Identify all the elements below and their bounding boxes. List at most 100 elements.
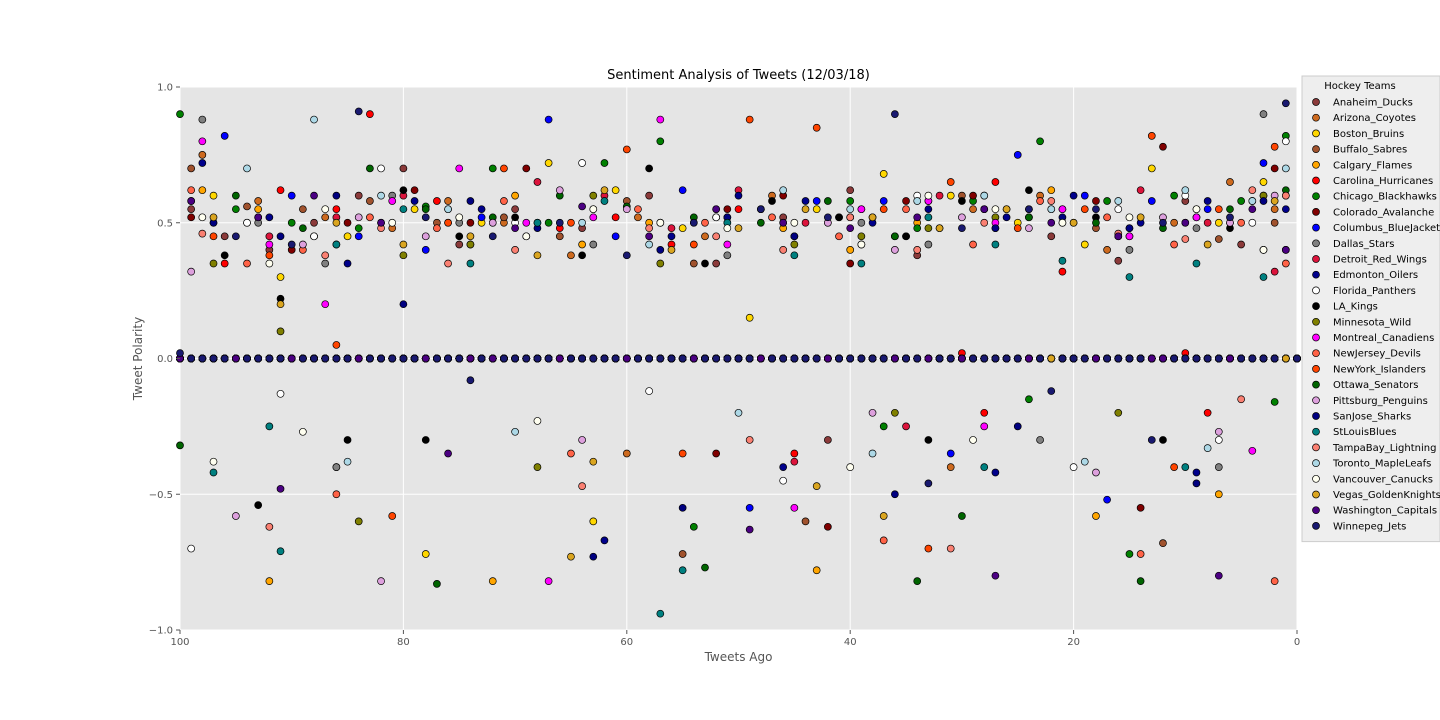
data-point	[265, 259, 274, 268]
legend-label: Winnepeg_Jets	[1333, 521, 1406, 532]
data-point	[689, 218, 698, 227]
data-point	[421, 205, 430, 214]
data-point	[299, 354, 307, 363]
data-point	[220, 354, 229, 363]
data-point	[1136, 354, 1145, 363]
data-point	[846, 259, 855, 268]
data-point	[835, 232, 843, 241]
data-point	[879, 170, 888, 178]
data-point	[287, 240, 296, 249]
data-point	[232, 191, 240, 200]
legend-item: Columbus_BlueJackets	[1312, 223, 1440, 234]
data-point	[946, 463, 955, 471]
legend-label: TampaBay_Lightning	[1332, 443, 1436, 454]
data-point	[366, 213, 374, 222]
data-point	[1147, 197, 1156, 205]
data-point	[879, 354, 888, 363]
data-point	[1248, 186, 1257, 195]
data-point	[533, 251, 542, 260]
legend-item: Dallas_Stars	[1312, 239, 1394, 250]
data-point	[723, 205, 732, 214]
data-point	[187, 354, 196, 363]
data-point	[511, 191, 519, 200]
data-point	[276, 232, 285, 241]
data-point	[835, 213, 843, 222]
data-point	[421, 354, 430, 363]
legend-item: LA_Kings	[1312, 302, 1378, 313]
data-point	[1080, 240, 1089, 249]
data-point	[354, 107, 363, 116]
data-point	[343, 259, 352, 268]
data-point	[321, 205, 330, 214]
data-point	[1036, 436, 1044, 444]
data-point	[1159, 436, 1167, 444]
data-point	[701, 259, 709, 268]
data-point	[220, 251, 229, 260]
data-point	[1214, 436, 1223, 444]
data-point	[354, 224, 363, 233]
data-point	[1036, 197, 1044, 205]
data-point	[466, 354, 475, 363]
data-point	[500, 164, 508, 173]
data-point	[701, 232, 709, 241]
data-point	[265, 422, 274, 431]
data-point	[924, 224, 933, 233]
data-point	[991, 468, 1000, 477]
data-point	[958, 224, 966, 233]
data-point	[500, 354, 508, 363]
data-point	[712, 205, 721, 214]
data-point	[1248, 218, 1257, 227]
data-point	[1259, 110, 1268, 119]
data-point	[243, 354, 251, 363]
legend-item: Washington_Capitals	[1312, 506, 1437, 517]
data-point	[1036, 137, 1044, 146]
data-point	[734, 224, 743, 233]
legend-label: Toronto_MapleLeafs	[1332, 459, 1431, 470]
data-point	[656, 246, 665, 254]
data-point	[533, 354, 542, 363]
data-point	[555, 232, 564, 241]
data-point	[678, 354, 687, 363]
legend-item: Boston_Bruins	[1312, 129, 1404, 140]
data-point	[913, 213, 922, 222]
data-point	[846, 205, 855, 214]
legend-item: Florida_Panthers	[1312, 286, 1416, 297]
data-point	[388, 354, 397, 363]
data-point	[734, 191, 743, 200]
data-point	[689, 240, 698, 249]
legend-item: Vancouver_Canucks	[1312, 474, 1433, 485]
data-point	[511, 427, 519, 436]
data-point	[1248, 446, 1257, 455]
data-point	[1092, 197, 1100, 205]
data-point	[410, 354, 419, 363]
data-point	[902, 197, 910, 205]
legend-label: Arizona_Coyotes	[1333, 113, 1416, 124]
data-point	[254, 501, 263, 509]
data-point	[1125, 246, 1134, 254]
data-point	[1203, 408, 1212, 417]
data-point	[455, 240, 464, 249]
data-point	[243, 218, 251, 227]
data-point	[332, 341, 341, 349]
data-point	[533, 178, 542, 186]
data-point	[433, 579, 441, 588]
data-point	[790, 240, 799, 249]
legend-item: NewJersey_Devils	[1312, 349, 1421, 360]
data-point	[1192, 468, 1201, 477]
data-point	[1170, 354, 1178, 363]
data-point	[578, 482, 586, 490]
data-point	[1237, 197, 1246, 205]
x-axis-label: Tweets Ago	[704, 650, 773, 664]
scatter-points	[176, 99, 1301, 618]
data-point	[812, 482, 821, 490]
data-point	[1125, 232, 1134, 241]
legend-label: Vancouver_Canucks	[1333, 474, 1433, 485]
data-point	[567, 218, 575, 227]
data-point	[1170, 240, 1178, 249]
data-point	[935, 354, 944, 363]
data-point	[1281, 191, 1290, 200]
data-point	[310, 191, 318, 200]
data-point	[812, 354, 821, 363]
data-point	[790, 457, 799, 466]
